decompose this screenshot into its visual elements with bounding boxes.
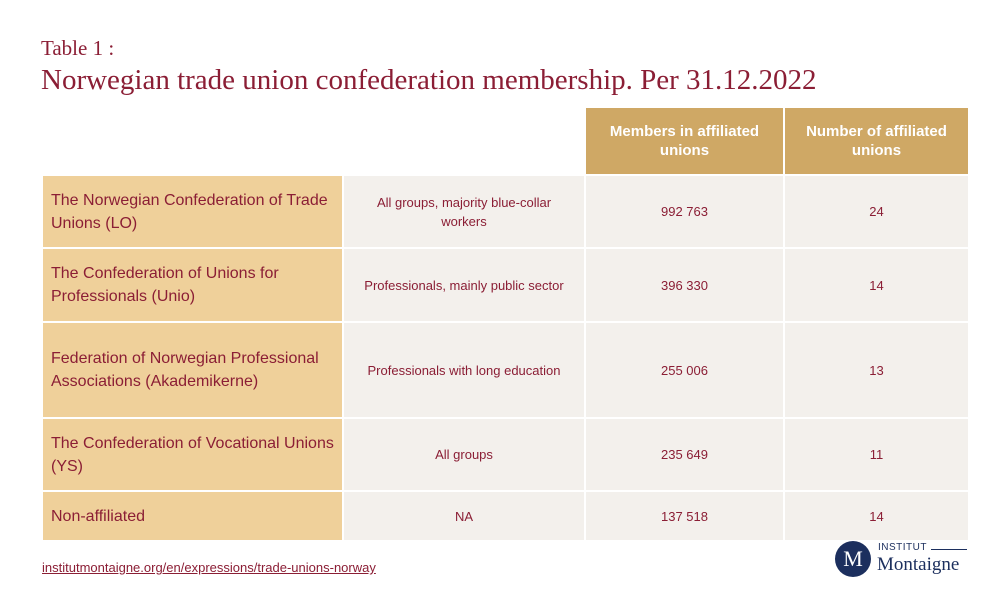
institut-montaigne-logo: M INSTITUT Montaigne [835,541,970,577]
logo-emblem-icon: M [835,541,871,577]
logo-bottom-text: Montaigne [877,554,960,575]
membership-table: Members in affiliated unions Number of a… [43,108,968,540]
confederation-name: Non-affiliated [43,492,342,540]
unions-count: 14 [785,492,968,540]
member-groups: All groups [344,419,584,490]
table-header-blank-2 [344,108,584,174]
members-count: 992 763 [586,176,783,247]
logo-divider [931,549,967,550]
column-header-members: Members in affiliated unions [586,108,783,174]
table-label: Table 1 : [41,36,115,60]
column-header-unions: Number of affiliated unions [785,108,968,174]
unions-count: 13 [785,323,968,417]
unions-count: 11 [785,419,968,490]
page-title: Norwegian trade union confederation memb… [41,64,817,96]
unions-count: 14 [785,249,968,321]
members-count: 255 006 [586,323,783,417]
confederation-name: The Confederation of Unions for Professi… [43,249,342,321]
logo-top-text: INSTITUT [878,542,927,553]
confederation-name: The Confederation of Vocational Unions (… [43,419,342,490]
table-header-blank-1 [43,108,342,174]
confederation-name: The Norwegian Confederation of Trade Uni… [43,176,342,247]
source-link[interactable]: institutmontaigne.org/en/expressions/tra… [42,560,376,575]
confederation-name: Federation of Norwegian Professional Ass… [43,323,342,417]
members-count: 137 518 [586,492,783,540]
members-count: 396 330 [586,249,783,321]
unions-count: 24 [785,176,968,247]
member-groups: Professionals with long education [344,323,584,417]
member-groups: NA [344,492,584,540]
members-count: 235 649 [586,419,783,490]
member-groups: Professionals, mainly public sector [344,249,584,321]
member-groups: All groups, majority blue-collar workers [344,176,584,247]
